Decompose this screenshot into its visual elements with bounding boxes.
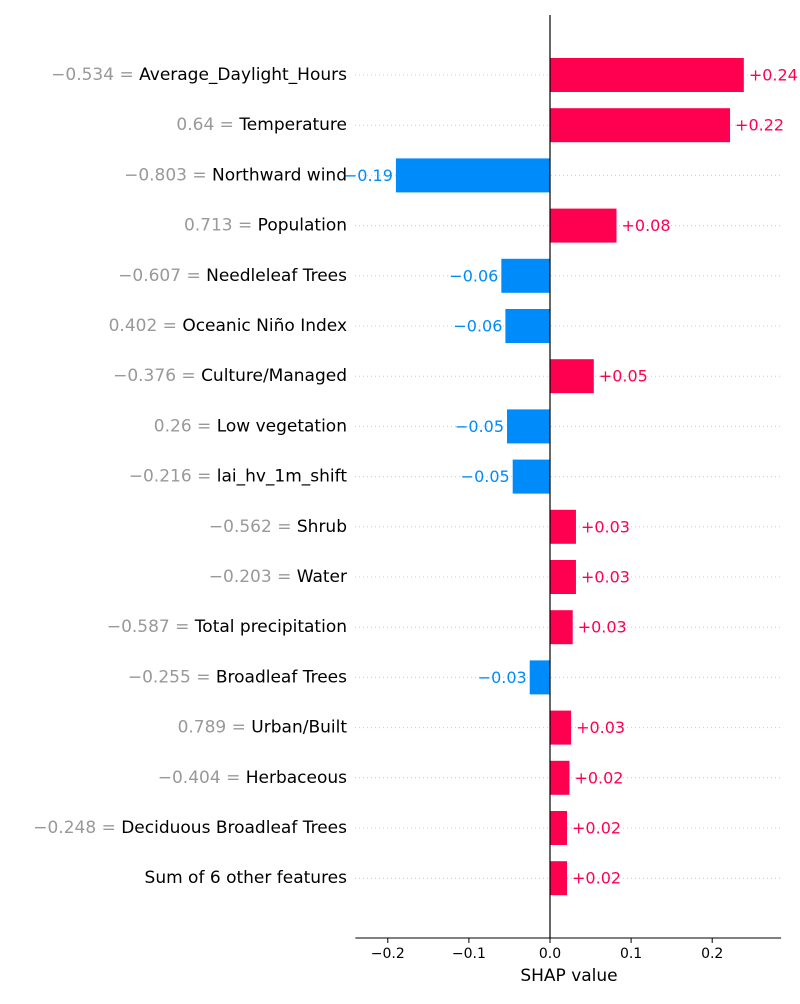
feature-value: 0.713 = [184,216,258,236]
feature-label: −0.562 = Shrub [209,517,347,537]
feature-label: 0.713 = Population [184,216,347,236]
feature-name: Total precipitation [194,617,347,637]
feature-labels: −0.534 = Average_Daylight_Hours 0.64 = Te… [33,65,347,888]
feature-label: −0.607 = Needleleaf Trees [118,266,347,286]
feature-label: −0.404 = Herbaceous [158,768,347,788]
x-tick-label: 0.0 [539,946,561,962]
bar [395,158,550,193]
x-tick-label: −0.1 [452,946,486,962]
bar-value-label: −0.05 [455,417,504,436]
feature-name: Water [297,567,347,587]
feature-name: lai_hv_1m_shift [217,467,348,487]
bar [550,710,572,745]
feature-name: Average_Daylight_Hours [139,65,347,85]
feature-label: −0.255 = Broadleaf Trees [128,667,347,687]
feature-name: Culture/Managed [201,366,347,386]
feature-value: 0.789 = [178,718,252,738]
bar-value-labels: +0.24 +0.22 −0.19 +0.08 −0.06 −0.06 +0.05 −0.05… [344,66,798,888]
feature-name: Oceanic Niño Index [182,316,347,336]
feature-value: −0.562 = [209,517,297,537]
feature-name: Shrub [297,517,347,537]
feature-value: −0.216 = [129,467,217,487]
feature-label: −0.248 = Deciduous Broadleaf Trees [33,818,347,838]
x-tick-label: 0.2 [701,946,723,962]
bar [550,208,617,243]
bar-value-label: −0.05 [461,467,510,486]
feature-value: 0.64 = [176,115,239,135]
feature-name: Urban/Built [251,718,347,738]
feature-value: 0.402 = [109,316,183,336]
feature-label: −0.534 = Average_Daylight_Hours [51,65,347,85]
bar [501,258,550,293]
bar [550,58,744,92]
bar-value-label: +0.03 [578,618,627,637]
feature-name: Broadleaf Trees [216,667,347,687]
feature-value: −0.534 = [51,65,139,85]
bar [507,409,550,444]
feature-label: 0.789 = Urban/Built [178,718,348,738]
feature-name: Sum of 6 other features [145,868,348,888]
bar [550,560,576,594]
feature-value: −0.587 = [107,617,195,637]
x-tick-label: −0.2 [371,946,405,962]
feature-name: Low vegetation [217,416,347,436]
bar [550,359,594,394]
feature-value: −0.203 = [209,567,297,587]
bar [529,660,550,695]
feature-name: Temperature [238,115,347,135]
bar-value-label: −0.19 [344,166,393,185]
bar-value-label: +0.02 [572,819,621,838]
bar [550,861,568,896]
bar-value-label: −0.03 [478,668,527,687]
feature-name: Herbaceous [246,768,347,788]
bar-value-label: +0.05 [599,367,648,386]
feature-label: −0.803 = Northward wind [124,165,347,185]
bar-value-label: +0.03 [576,718,625,737]
bar-value-label: +0.02 [572,869,621,888]
feature-label: −0.587 = Total precipitation [107,617,347,637]
row-gridlines [355,74,780,879]
feature-value: −0.248 = [33,818,121,838]
feature-name: Northward wind [212,165,347,185]
feature-label: 0.26 = Low vegetation [154,416,347,436]
feature-value: −0.607 = [118,266,206,286]
bar-value-label: −0.06 [449,266,498,285]
x-axis-label: SHAP value [520,966,617,986]
bar-value-label: +0.08 [622,216,671,235]
feature-label: −0.216 = lai_hv_1m_shift [129,467,348,487]
feature-value: −0.255 = [128,667,216,687]
bar [550,108,731,143]
bar-value-label: +0.22 [735,116,784,135]
feature-name: Deciduous Broadleaf Trees [121,818,347,838]
feature-value: 0.26 = [154,416,217,436]
x-tick-label: 0.1 [620,946,642,962]
feature-label: −0.203 = Water [209,567,347,587]
feature-value: −0.803 = [124,165,212,185]
bar-value-label: −0.06 [453,317,502,336]
feature-label: Sum of 6 other features [145,868,348,888]
feature-label: −0.376 = Culture/Managed [113,366,347,386]
feature-name: Population [258,216,347,236]
bar [550,610,573,645]
bar [550,509,576,544]
bar-value-label: +0.03 [581,517,630,536]
feature-label: 0.402 = Oceanic Niño Index [109,316,347,336]
bar [505,309,550,343]
bar [550,811,568,845]
feature-value: −0.404 = [158,768,246,788]
feature-label: 0.64 = Temperature [176,115,347,135]
x-axis: −0.2 −0.1 0.0 0.1 0.2 [355,937,782,962]
bar [550,760,570,795]
bar [512,459,550,494]
feature-value: −0.376 = [113,366,201,386]
bar-value-label: +0.03 [581,568,630,587]
feature-name: Needleleaf Trees [206,266,347,286]
bars [395,58,744,896]
bar-value-label: +0.24 [749,66,798,85]
bar-value-label: +0.02 [574,768,623,787]
